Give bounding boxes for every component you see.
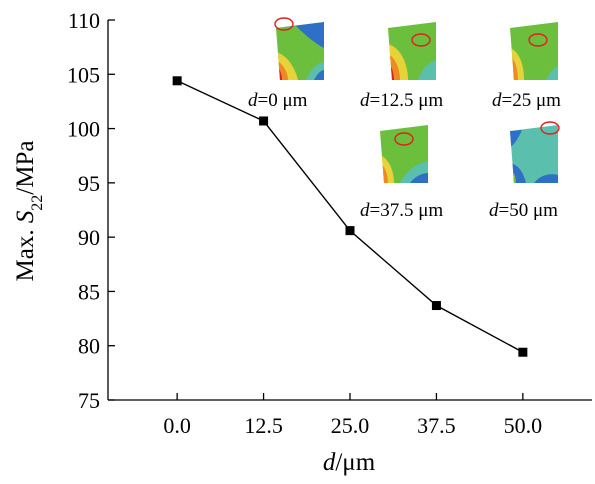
inset-contour-image — [274, 17, 324, 80]
highlight-ellipse — [540, 121, 560, 135]
inset-label-var: d — [248, 90, 258, 111]
inset-label: d=25 μm — [492, 90, 561, 111]
x-axis-var: d — [323, 449, 336, 476]
y-tick-label: 95 — [78, 171, 100, 196]
y-axis-prefix: Max. — [12, 223, 39, 281]
x-tick-label: 37.5 — [417, 413, 456, 438]
inset-label: d=0 μm — [248, 90, 308, 111]
x-tick-label: 25.0 — [331, 413, 370, 438]
inset-label-var: d — [360, 200, 370, 221]
inset-contour-image — [510, 22, 558, 80]
x-tick-label: 12.5 — [244, 413, 283, 438]
x-tick-label: 0.0 — [163, 413, 191, 438]
inset-contour-image — [510, 121, 560, 183]
inset-contour-image — [388, 22, 436, 80]
inset-label: d=12.5 μm — [360, 90, 443, 111]
inset-label-value: =0 μm — [258, 90, 308, 111]
y-tick-label: 80 — [78, 334, 100, 359]
inset-label-var: d — [489, 200, 499, 221]
series-line — [176, 80, 524, 353]
ticks: 75 80 85 90 95 100 105 110 0.0 12.5 25.0 37.5 50.0 — [67, 8, 542, 438]
y-tick-label: 90 — [78, 225, 100, 250]
data-point — [172, 76, 182, 86]
highlight-ellipse — [411, 33, 431, 47]
y-axis-title: Max. S22/MPa — [12, 140, 46, 281]
data-point — [518, 347, 528, 357]
series — [172, 76, 528, 357]
inset-label-value: =25 μm — [502, 90, 562, 111]
x-axis-unit: /μm — [335, 449, 375, 476]
inset-label-value: =37.5 μm — [370, 200, 444, 221]
highlight-ellipse — [528, 33, 548, 47]
inset-label: d=50 μm — [489, 200, 558, 221]
y-tick-label: 75 — [78, 388, 100, 413]
highlight-ellipse — [274, 17, 294, 31]
insets: d=0 μm d=12.5 μm d=25 μmd=37.5 μm d=50 μm — [248, 17, 561, 221]
inset-label-value: =50 μm — [499, 200, 559, 221]
inset-label-var: d — [492, 90, 502, 111]
data-point — [431, 301, 441, 311]
data-point — [345, 226, 355, 236]
y-tick-label: 110 — [68, 8, 100, 33]
inset-label: d=37.5 μm — [360, 200, 443, 221]
data-point — [259, 116, 269, 126]
y-tick-label: 100 — [67, 117, 100, 142]
highlight-ellipse — [394, 132, 414, 146]
y-axis-sub: 22 — [29, 195, 46, 211]
y-tick-label: 85 — [78, 279, 100, 304]
inset-label-var: d — [360, 90, 370, 111]
y-tick-label: 105 — [67, 62, 100, 87]
x-tick-label: 50.0 — [504, 413, 543, 438]
x-axis-title: d/μm — [323, 449, 376, 476]
y-axis-unit: /MPa — [12, 140, 39, 194]
inset-contour-image — [380, 125, 428, 183]
inset-label-value: =12.5 μm — [370, 90, 444, 111]
y-axis-var: S — [12, 210, 39, 223]
